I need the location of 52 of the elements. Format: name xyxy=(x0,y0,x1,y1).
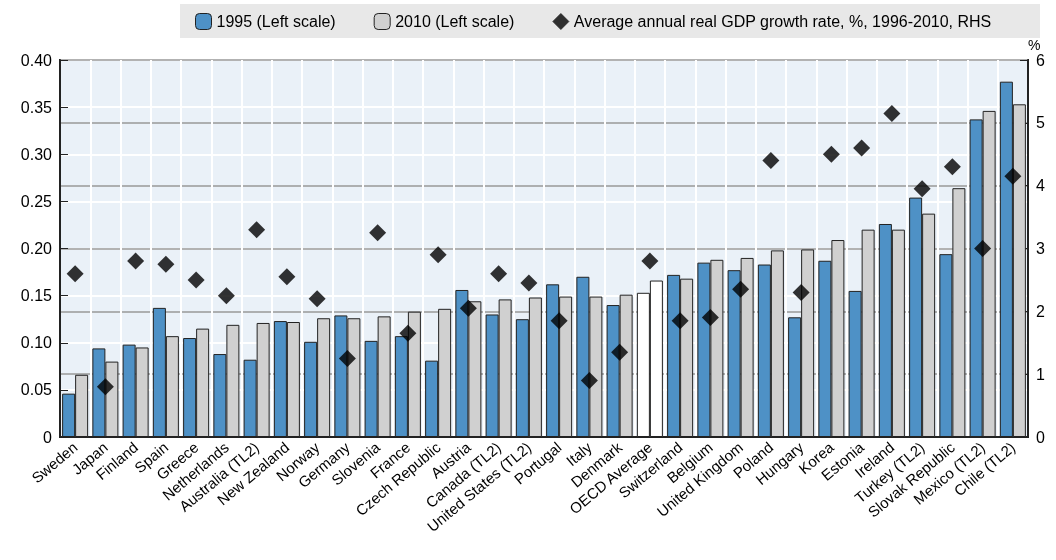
y-tick-label: 0 xyxy=(43,428,53,446)
point xyxy=(187,271,205,289)
y2-tick-label: 5 xyxy=(1036,114,1045,132)
point xyxy=(762,152,780,170)
y2-axis-title: % xyxy=(1028,37,1041,54)
point xyxy=(943,158,961,176)
point xyxy=(66,265,84,283)
point xyxy=(611,343,629,361)
point xyxy=(157,255,175,273)
y-tick-label: 0.30 xyxy=(20,145,53,163)
y2-tick-label: 6 xyxy=(1036,51,1045,69)
y-tick-label: 0.35 xyxy=(20,98,53,116)
point xyxy=(490,265,508,283)
y-tick-label: 0.05 xyxy=(20,381,53,399)
y-tick-label: 0.20 xyxy=(20,240,53,257)
point xyxy=(338,349,356,367)
y2-tick-label: 2 xyxy=(1036,302,1045,320)
point xyxy=(308,290,326,308)
point xyxy=(671,312,689,330)
point xyxy=(217,287,235,305)
y-tick-label: 0.25 xyxy=(20,192,53,210)
point xyxy=(913,180,931,198)
point xyxy=(883,104,901,122)
point xyxy=(1004,167,1022,185)
point xyxy=(96,378,114,396)
point xyxy=(278,268,296,286)
y2-tick-label: 3 xyxy=(1036,240,1045,257)
point xyxy=(520,274,538,292)
legend-label: Average annual real GDP growth rate, %, 1996-2010, RHS xyxy=(573,13,992,30)
point xyxy=(127,252,145,270)
point xyxy=(248,221,266,239)
point xyxy=(853,139,871,157)
y-tick-label: 0.10 xyxy=(20,334,53,352)
point xyxy=(550,312,568,330)
y2-tick-label: 1 xyxy=(1036,365,1045,383)
y-tick-label: 0.40 xyxy=(20,51,53,69)
point xyxy=(580,371,598,389)
legend-label: 2010 (Left scale) xyxy=(395,13,515,30)
point xyxy=(792,283,810,301)
point xyxy=(974,240,992,257)
y-tick-label: 0.15 xyxy=(20,287,53,305)
y2-tick-label: 4 xyxy=(1036,177,1045,195)
point xyxy=(399,324,417,342)
point xyxy=(369,224,387,242)
point xyxy=(459,299,477,317)
y2-tick-label: 0 xyxy=(1036,428,1045,446)
point xyxy=(822,145,840,163)
point xyxy=(641,252,659,270)
point xyxy=(429,246,447,264)
legend-label: 1995 (Left scale) xyxy=(216,13,336,30)
point xyxy=(701,309,719,327)
point xyxy=(732,280,750,298)
